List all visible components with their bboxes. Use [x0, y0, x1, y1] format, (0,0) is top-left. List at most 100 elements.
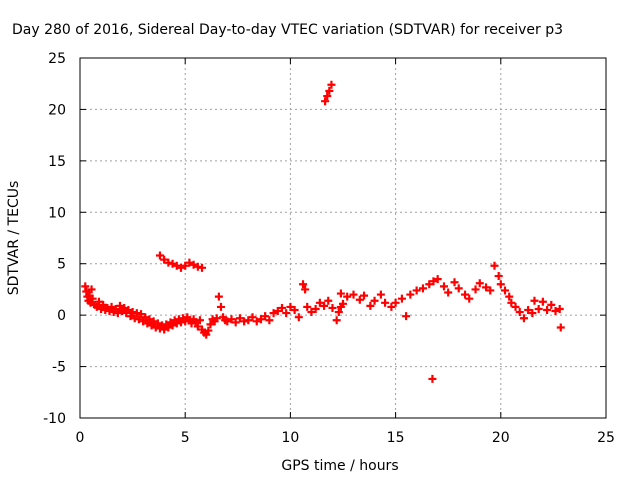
data-point [402, 312, 411, 321]
data-point [86, 298, 95, 307]
data-point [198, 263, 207, 272]
data-point [147, 321, 156, 330]
data-point [87, 285, 96, 294]
data-point [277, 303, 286, 312]
x-axis-label: GPS time / hours [281, 458, 398, 474]
data-point [556, 323, 565, 332]
data-point [269, 309, 278, 318]
data-point [334, 308, 343, 317]
data-point [185, 258, 194, 267]
data-point [320, 301, 329, 310]
data-point [370, 296, 379, 305]
data-point [256, 315, 265, 324]
data-point [444, 288, 453, 297]
data-point [149, 317, 158, 326]
data-point [145, 315, 154, 324]
data-point [428, 374, 437, 383]
data-point [155, 251, 164, 260]
data-point [206, 320, 215, 329]
data-point [92, 302, 101, 311]
y-tick-label: 0 [57, 308, 66, 324]
data-point [120, 303, 129, 312]
data-point [311, 304, 320, 313]
data-point [227, 315, 236, 324]
data-point [282, 309, 291, 318]
data-point [515, 308, 524, 317]
data-point [115, 301, 124, 310]
data-point [325, 86, 334, 95]
chart-title: Day 280 of 2016, Sidereal Day-to-day VTE… [12, 22, 563, 38]
x-tick-label: 20 [492, 430, 510, 446]
data-point [391, 298, 400, 307]
data-point [235, 314, 244, 323]
data-point [397, 294, 406, 303]
data-point [433, 275, 442, 284]
y-axis-label: SDTVAR / TECUs [6, 181, 22, 296]
data-point [261, 312, 270, 321]
x-tick-label: 15 [387, 430, 405, 446]
data-point [301, 285, 310, 294]
data-point [189, 260, 198, 269]
data-point [294, 313, 303, 322]
data-point [307, 308, 316, 317]
y-tick-label: -10 [43, 411, 66, 427]
data-point [519, 314, 528, 323]
data-point [126, 312, 135, 321]
x-tick-label: 5 [181, 430, 190, 446]
data-point [160, 255, 169, 264]
data-point [543, 306, 552, 314]
data-point [113, 309, 122, 318]
data-point [315, 298, 324, 307]
data-point [204, 326, 213, 335]
data-point [193, 322, 202, 331]
data-point [143, 319, 152, 328]
data-point [265, 316, 274, 325]
data-point [355, 295, 364, 304]
data-point [107, 302, 116, 311]
data-point [141, 313, 150, 322]
y-axis-ticks: -10 -5 0 5 10 15 20 25 [43, 51, 606, 427]
data-point [406, 290, 415, 299]
data-point [534, 304, 543, 313]
data-point [231, 318, 240, 327]
data-point [507, 298, 516, 307]
data-point [505, 292, 514, 301]
data-point [191, 318, 200, 327]
data-point [336, 289, 345, 298]
data-point [530, 296, 539, 305]
data-point [99, 300, 108, 309]
data-point [482, 283, 491, 292]
data-point [252, 317, 261, 326]
plot-area-border [79, 57, 607, 419]
y-tick-label: 5 [57, 257, 66, 273]
data-point [381, 298, 390, 307]
x-tick-label: 25 [597, 430, 615, 446]
grid-lines [80, 58, 606, 418]
data-point [490, 261, 499, 270]
data-point [429, 277, 438, 286]
y-tick-label: 25 [48, 51, 66, 67]
data-point [111, 304, 120, 313]
data-point [425, 280, 434, 289]
data-point [501, 286, 510, 295]
data-point [494, 272, 503, 281]
data-point [160, 325, 169, 334]
data-point [471, 285, 480, 294]
data-point [153, 319, 162, 328]
x-axis-ticks: 0 5 10 15 20 25 [76, 58, 615, 446]
data-point [303, 302, 312, 311]
data-point [450, 278, 459, 287]
data-point [139, 317, 148, 326]
data-point [137, 310, 146, 319]
data-point [223, 317, 232, 326]
data-point [202, 330, 211, 339]
data-point [412, 286, 421, 295]
data-point [524, 306, 533, 314]
y-tick-label: 20 [48, 102, 66, 118]
data-point [328, 303, 337, 312]
data-point [323, 92, 332, 101]
data-point [290, 306, 299, 314]
data-point [461, 290, 470, 299]
data-point [376, 290, 385, 299]
